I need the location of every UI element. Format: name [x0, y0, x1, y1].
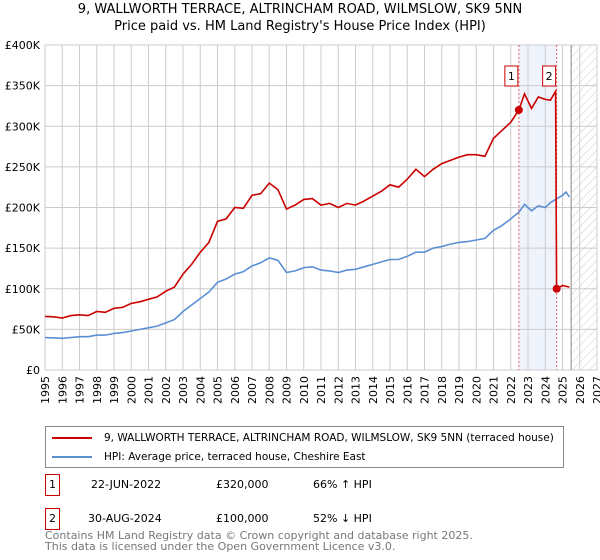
price-paid-line: [44, 88, 570, 319]
hpi-line: [44, 190, 571, 340]
transaction-row: 2 30-AUG-2024 £100,000 52% ↓ HPI: [45, 508, 545, 532]
legend-label: HPI: Average price, terraced house, Ches…: [104, 451, 366, 463]
y-tick-label: £200K: [5, 202, 41, 215]
y-tick-label: £100K: [5, 283, 41, 296]
x-tick-label: 2020: [470, 376, 483, 404]
footer-line: This data is licensed under the Open Gov…: [45, 540, 396, 553]
x-tick-label: 2011: [315, 376, 328, 404]
legend-item-hpi: HPI: Average price, terraced house, Ches…: [52, 451, 366, 463]
marker-badge: 1: [45, 474, 60, 496]
price: £100,000: [216, 512, 269, 525]
x-tick-label: 1999: [108, 376, 121, 404]
blue-line-swatch: [52, 456, 92, 458]
x-tick-label: 2009: [281, 376, 294, 404]
hpi-change: 66% ↑ HPI: [313, 478, 372, 491]
x-tick-label: 2006: [229, 376, 242, 404]
x-tick-label: 2018: [436, 376, 449, 404]
marker-badge: 2: [45, 508, 60, 530]
footer: Contains HM Land Registry data © Crown c…: [45, 530, 473, 552]
x-tick-label: 1998: [91, 376, 104, 404]
x-tick-label: 2003: [177, 376, 190, 404]
y-tick-label: £250K: [5, 161, 41, 174]
x-tick-label: 1995: [39, 376, 52, 404]
x-tick-label: 2005: [212, 376, 225, 404]
x-tick-label: 2004: [194, 376, 207, 404]
sale-point: [514, 106, 523, 114]
legend: 9, WALLWORTH TERRACE, ALTRINCHAM ROAD, W…: [45, 426, 564, 468]
x-tick-label: 2008: [263, 376, 276, 404]
x-tick-label: 1996: [56, 376, 69, 404]
y-tick-label: £350K: [5, 80, 41, 93]
chart-subtitle: Price paid vs. HM Land Registry's House …: [114, 19, 486, 34]
x-tick-label: 2024: [539, 376, 552, 404]
chart-title: 9, WALLWORTH TERRACE, ALTRINCHAM ROAD, W…: [77, 2, 523, 17]
plot-area: 1 2 1995 1996 1997 1998 1999 2000 2001 2002 2003 20…: [5, 39, 600, 404]
x-tick-label: 2000: [125, 376, 138, 404]
price: £320,000: [216, 478, 269, 491]
x-tick-label: 2007: [246, 376, 259, 404]
x-tick-label: 2012: [332, 376, 345, 404]
y-tick-label: £400K: [5, 39, 41, 52]
x-tick-label: 2014: [367, 376, 380, 404]
marker-label: 1: [508, 70, 515, 83]
transaction-row: 1 22-JUN-2022 £320,000 66% ↑ HPI: [45, 474, 545, 498]
marker-badge: [504, 65, 519, 87]
red-line-swatch: [52, 437, 92, 439]
y-tick-label: £300K: [5, 120, 41, 133]
legend-item-property: 9, WALLWORTH TERRACE, ALTRINCHAM ROAD, W…: [52, 432, 554, 444]
date: 30-AUG-2024: [88, 512, 162, 525]
marker-label: 2: [546, 70, 553, 83]
x-tick-label: 2002: [160, 376, 173, 404]
x-tick-label: 2015: [384, 376, 397, 404]
x-tick-label: 1997: [74, 376, 87, 404]
y-tick-label: £50K: [12, 323, 41, 336]
footer-line: Contains HM Land Registry data © Crown c…: [45, 529, 473, 542]
date: 22-JUN-2022: [91, 478, 162, 491]
y-tick-label: £150K: [5, 242, 41, 255]
x-tick-label: 2017: [419, 376, 432, 404]
x-tick-label: 2021: [488, 376, 501, 404]
x-tick-label: 2016: [401, 376, 414, 404]
y-tick-label: £0: [26, 364, 40, 377]
x-tick-label: 2001: [143, 376, 156, 404]
marker-badge: [542, 65, 557, 87]
x-tick-label: 2019: [453, 376, 466, 404]
hpi-change: 52% ↓ HPI: [313, 512, 372, 525]
x-tick-label: 2026: [574, 376, 587, 404]
x-tick-label: 2027: [591, 376, 600, 404]
x-tick-label: 2025: [557, 376, 570, 404]
x-tick-label: 2013: [350, 376, 363, 404]
x-tick-label: 2010: [298, 376, 311, 404]
legend-label: 9, WALLWORTH TERRACE, ALTRINCHAM ROAD, W…: [104, 432, 554, 444]
sale-point: [552, 284, 561, 293]
x-tick-label: 2022: [505, 376, 518, 404]
x-tick-label: 2023: [522, 376, 535, 404]
